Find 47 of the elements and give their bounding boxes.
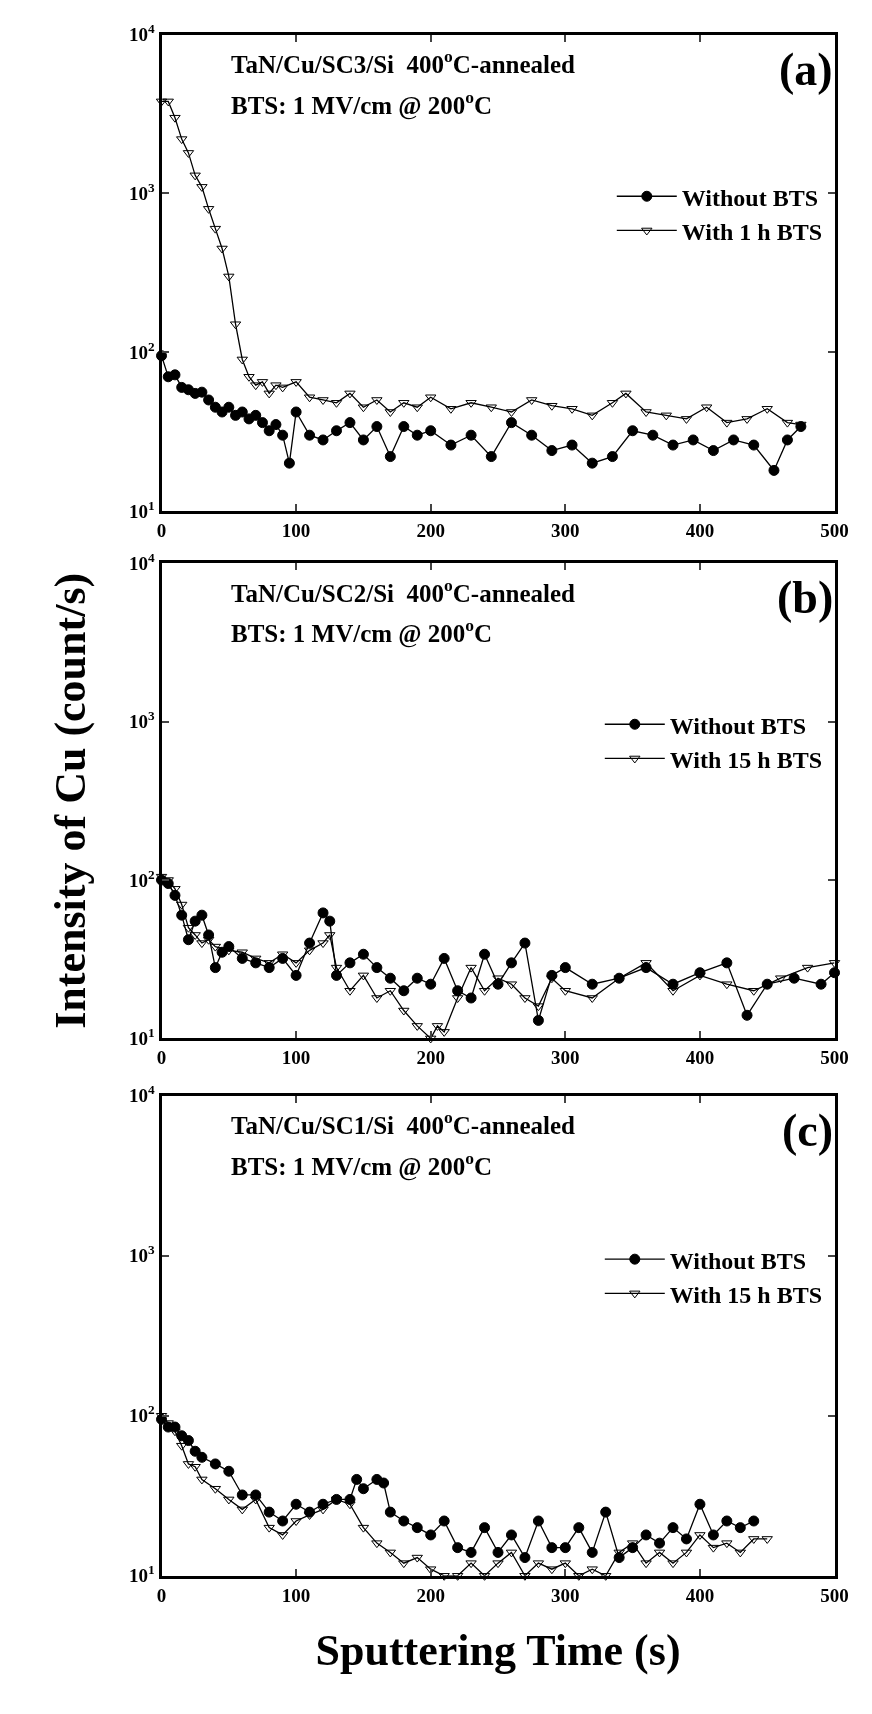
x-tick-label: 300	[551, 519, 580, 541]
y-tick-label: 10$^{4}$	[129, 21, 156, 46]
x-tick-label: 500	[820, 1047, 849, 1069]
y-tick-label: 10$^{2}$	[129, 1402, 156, 1427]
x-tick-label: 100	[281, 1584, 311, 1606]
y-tick-label: 10$^{2}$	[129, 866, 156, 891]
x-tick-label: 400	[685, 1584, 715, 1606]
legend-label: Without BTS	[669, 1247, 807, 1274]
annotation: (b)	[777, 572, 834, 623]
x-tick-label: 0	[156, 1047, 167, 1069]
annotation: (c)	[782, 1105, 834, 1156]
legend-label: With 15 h BTS	[669, 1281, 823, 1308]
x-axis-title: Sputtering Time (s)	[315, 1625, 681, 1675]
x-tick-label: 200	[416, 1047, 445, 1069]
x-tick-label: 300	[551, 1047, 580, 1069]
x-tick-label: 300	[551, 1584, 580, 1606]
x-tick-label: 200	[416, 519, 445, 541]
annotation: BTS: 1 MV/cm @ 200$^{o}$C	[231, 87, 493, 120]
annotation: BTS: 1 MV/cm @ 200$^{o}$C	[231, 1148, 493, 1181]
x-tick-label: 0	[156, 1584, 167, 1606]
annotation: TaN/Cu/SC1/Si 400$^{o}$C-annealed	[231, 1107, 576, 1139]
legend-label: Without BTS	[681, 184, 819, 211]
x-tick-label: 500	[820, 1584, 849, 1606]
y-tick-label: 10$^{3}$	[129, 180, 156, 205]
x-tick-label: 400	[685, 519, 715, 541]
y-axis-title: Intensity of Cu (count/s)	[46, 572, 96, 1029]
y-tick-label: 10$^{3}$	[129, 708, 156, 733]
annotation: TaN/Cu/SC2/Si 400$^{o}$C-annealed	[231, 575, 576, 607]
y-tick-label: 10$^{1}$	[129, 1562, 155, 1587]
x-tick-label: 200	[416, 1584, 445, 1606]
annotation: (a)	[779, 44, 833, 95]
annotation: BTS: 1 MV/cm @ 200$^{o}$C	[231, 615, 493, 648]
legend-label: With 15 h BTS	[669, 746, 823, 773]
x-tick-label: 400	[685, 1047, 715, 1069]
y-tick-label: 10$^{1}$	[129, 497, 155, 522]
y-tick-label: 10$^{4}$	[129, 549, 156, 574]
annotation: TaN/Cu/SC3/Si 400$^{o}$C-annealed	[231, 46, 576, 78]
y-tick-label: 10$^{2}$	[129, 338, 156, 363]
legend-label: With 1 h BTS	[681, 218, 823, 245]
legend-label: Without BTS	[669, 712, 807, 739]
x-tick-label: 100	[281, 519, 311, 541]
y-tick-label: 10$^{4}$	[129, 1082, 156, 1107]
y-tick-label: 10$^{1}$	[129, 1025, 155, 1050]
x-tick-label: 500	[820, 519, 849, 541]
x-tick-label: 100	[281, 1047, 311, 1069]
x-tick-label: 0	[156, 519, 167, 541]
y-tick-label: 10$^{3}$	[129, 1242, 156, 1267]
